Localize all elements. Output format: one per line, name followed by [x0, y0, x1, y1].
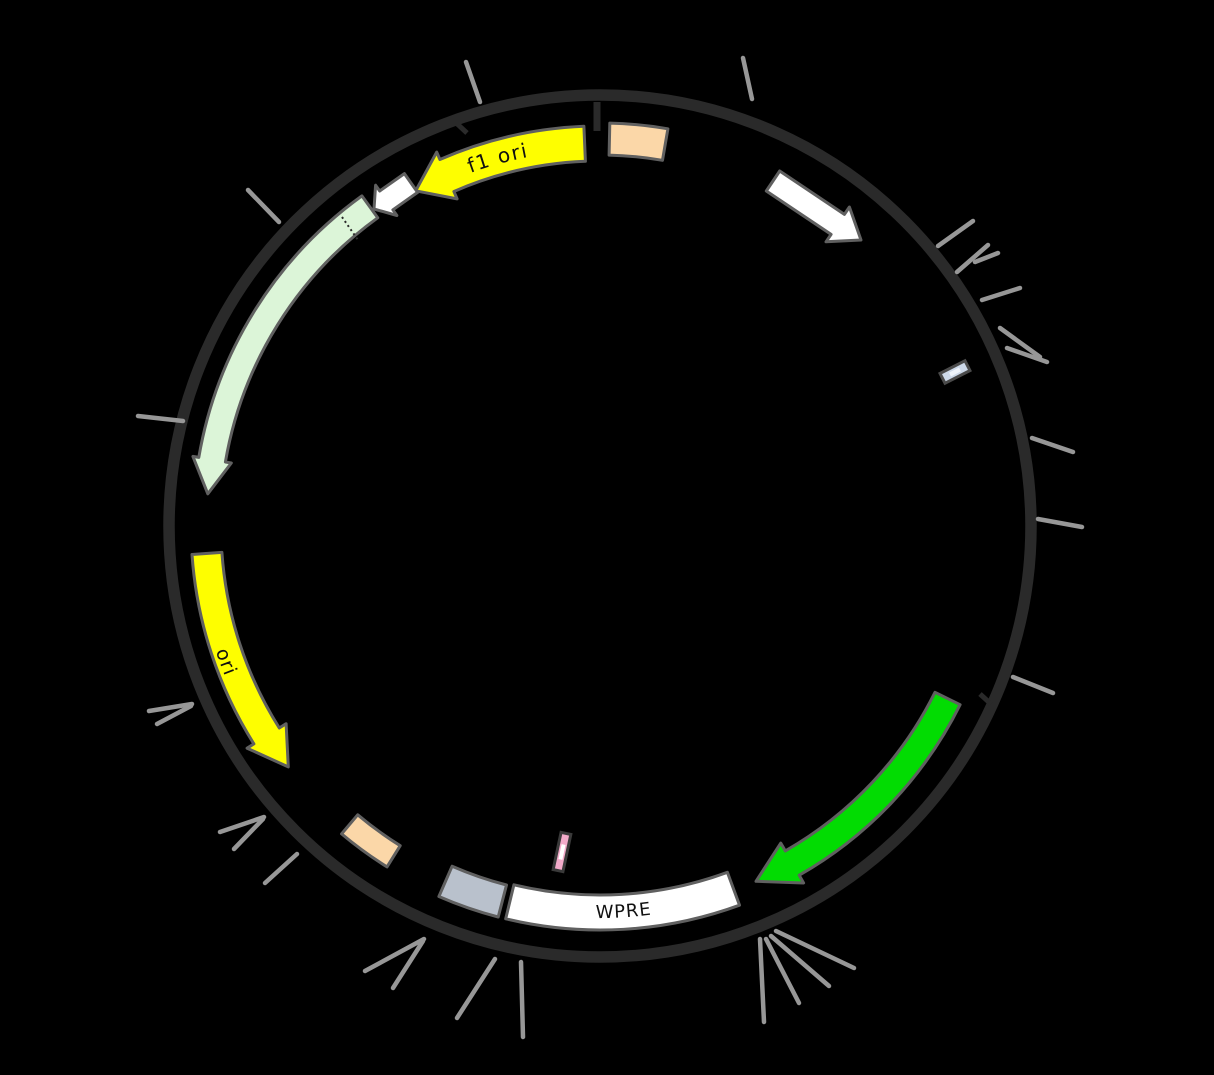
- site-tick: [972, 250, 1001, 265]
- site-tick: [154, 703, 194, 727]
- feature-green-arrow[interactable]: [754, 690, 962, 885]
- feature-bottom-peach-box[interactable]: [340, 813, 402, 869]
- site-tick: [231, 816, 266, 852]
- site-tick: [997, 325, 1043, 360]
- feature-wpre[interactable]: [504, 870, 741, 932]
- site-tick: [463, 59, 483, 105]
- site-tick: [1004, 345, 1050, 365]
- feature-label-2: WPRE: [595, 899, 651, 923]
- site-tick: [135, 413, 186, 424]
- site-tick: [740, 55, 755, 102]
- site-tick: [262, 851, 300, 886]
- site-tick: [1035, 516, 1085, 530]
- site-tick: [979, 285, 1023, 303]
- site-tick: [1029, 435, 1076, 455]
- tiny-blue-box-stripe: [949, 367, 961, 377]
- feature-pale-green-arc[interactable]: [191, 194, 380, 496]
- tiny-blue-box[interactable]: [938, 358, 972, 386]
- site-tick: [217, 814, 267, 835]
- site-tick: [454, 956, 498, 1021]
- site-tick: [763, 936, 802, 1006]
- site-tick: [390, 938, 426, 991]
- site-tick: [146, 701, 195, 714]
- feature-white-arrow-clockwise[interactable]: [764, 169, 863, 244]
- site-tick: [954, 242, 991, 275]
- feature-white-arrow-small[interactable]: [372, 172, 420, 217]
- feature-gray-box[interactable]: [437, 864, 508, 919]
- site-tick: [245, 187, 282, 225]
- feature-f1-ori[interactable]: [414, 124, 587, 201]
- site-tick: [768, 933, 832, 989]
- pink-marker-stripe: [558, 844, 566, 860]
- feature-top-peach-box[interactable]: [607, 121, 670, 162]
- position-marker-tick: [451, 118, 469, 135]
- site-tick: [773, 928, 857, 971]
- feature-ori[interactable]: [190, 550, 290, 769]
- site-tick: [362, 936, 427, 974]
- site-tick: [1010, 674, 1056, 696]
- site-tick: [757, 936, 767, 1025]
- site-tick: [935, 218, 976, 249]
- site-tick: [518, 959, 526, 1040]
- pink-marker[interactable]: [551, 830, 573, 874]
- position-marker-tick: [978, 692, 993, 706]
- feature-label-text: WPRE: [595, 899, 652, 923]
- plasmid-backbone-circle: [163, 89, 1037, 963]
